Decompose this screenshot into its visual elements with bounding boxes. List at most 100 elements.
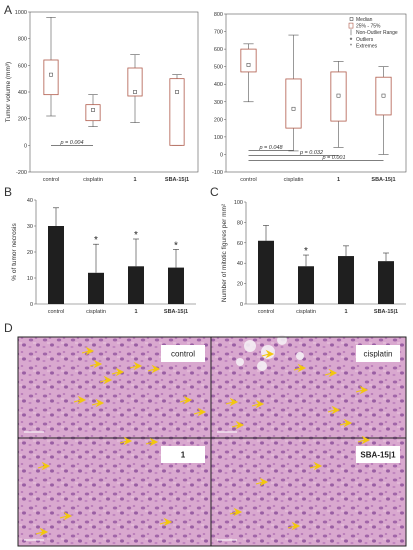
y-tick-label: 10 (27, 276, 33, 282)
bar (378, 261, 394, 304)
arrow-icon (255, 477, 269, 487)
arrow-icon (193, 407, 207, 417)
arrow-icon (357, 435, 371, 445)
y-tick-label: 40 (27, 198, 33, 204)
y-tick-label: 1000 (15, 10, 27, 16)
arrow-icon (327, 405, 341, 415)
y-axis-label: Tumor volume (mm³) (5, 62, 12, 122)
y-tick-label: 800 (18, 37, 27, 43)
y-tick-label: 400 (214, 82, 223, 88)
y-tick-label: 300 (214, 100, 223, 106)
category-label: SBA-15|1 (374, 309, 398, 315)
legend-entry: Median (356, 17, 373, 23)
category-label: SBA-15|1 (165, 177, 189, 183)
p-value-label: p = 0.032 (299, 150, 323, 156)
arrow-icon (251, 399, 265, 409)
iqr-box (240, 48, 257, 73)
median-marker (91, 108, 95, 112)
y-axis-label: % of tumor necrosis (11, 223, 18, 281)
micrograph-border (210, 437, 407, 547)
median-marker (246, 63, 251, 67)
y-tick-label: 20 (237, 282, 243, 288)
category-label: control (43, 177, 60, 183)
arrow-icon (73, 395, 87, 405)
arrow-icon (147, 364, 161, 374)
bar (338, 256, 354, 304)
arrow-icon (59, 511, 73, 521)
bar (48, 226, 64, 304)
arrow-icon (179, 395, 193, 405)
arrow-icon (339, 418, 353, 428)
iqr-box (285, 78, 302, 129)
bar (298, 266, 314, 304)
tumor-volume-box-chart-left: -200 0 200 400 600 800 1000 Tumor volume (mm³) c… (5, 10, 199, 183)
y-tick-label: 0 (24, 143, 27, 149)
legend-entry: Outliers (356, 37, 374, 43)
micrograph-label-box (161, 446, 205, 463)
category-label: control (258, 309, 275, 315)
panel-label-d: D (4, 321, 13, 335)
arrow-icon (35, 527, 49, 537)
p-value-label: p = 0.004 (59, 140, 83, 146)
category-label: control (48, 309, 65, 315)
median-marker (49, 72, 53, 77)
category-label: 1 (344, 309, 347, 315)
iqr-box (85, 104, 101, 122)
iqr-box (169, 78, 185, 146)
category-label: cisplatin (284, 177, 304, 183)
arrow-icon (159, 517, 173, 527)
median-marker (381, 93, 386, 98)
legend-outlier-marker (349, 37, 353, 40)
iqr-box (127, 67, 143, 97)
category-label: 1 (133, 177, 136, 183)
y-tick-label: 60 (237, 241, 243, 247)
category-label: 1 (337, 177, 340, 183)
y-tick-label: 800 (214, 12, 223, 18)
significance-star: * (134, 230, 138, 241)
arrow-icon (261, 349, 275, 359)
arrow-icon (99, 375, 113, 385)
micrograph-label: cisplatin (364, 350, 393, 359)
y-tick-label: 700 (214, 30, 223, 36)
y-tick-label: 0 (220, 152, 223, 158)
arrow-icon (91, 398, 105, 408)
panel-label-b: B (4, 185, 12, 199)
category-label: cisplatin (83, 177, 103, 183)
arrow-icon (225, 397, 239, 407)
median-marker (175, 90, 179, 94)
vacuole (257, 361, 267, 371)
vacuole (236, 358, 244, 366)
y-tick-label: 600 (214, 47, 223, 53)
legend-entry: 25% - 75% (356, 24, 381, 30)
arrow-icon (129, 361, 143, 371)
y-tick-label: 0 (30, 302, 33, 308)
arrow-icon (324, 368, 338, 378)
arrow-icon (309, 461, 323, 471)
significance-star: * (304, 246, 308, 257)
category-label: SBA-15|1 (371, 177, 395, 183)
significance-star: * (94, 235, 98, 246)
tumor-volume-box-chart-right: -100 0 100 200 300 400 500 600 700 800 control cisp… (212, 12, 407, 183)
y-tick-label: 400 (18, 90, 27, 96)
iqr-box (43, 59, 59, 96)
arrow-icon (37, 461, 51, 471)
y-tick-label: 100 (234, 200, 243, 206)
y-tick-label: -100 (212, 170, 223, 176)
y-axis-label: Number of mitotic figures per mm² (221, 203, 228, 302)
legend-median-marker (349, 17, 354, 21)
y-tick-label: 40 (237, 261, 243, 267)
arrow-icon (81, 346, 95, 356)
arrow-icon (355, 385, 369, 395)
y-tick-label: 80 (237, 220, 243, 226)
micrograph-label-box (161, 345, 205, 362)
arrow-icon (231, 420, 245, 430)
median-marker (336, 93, 341, 98)
arrow-icon (89, 359, 103, 369)
arrow-icon (293, 363, 307, 373)
bar (128, 266, 144, 304)
y-tick-label: 200 (214, 117, 223, 123)
y-tick-label: 0 (240, 302, 243, 308)
plot-frame (225, 13, 407, 173)
